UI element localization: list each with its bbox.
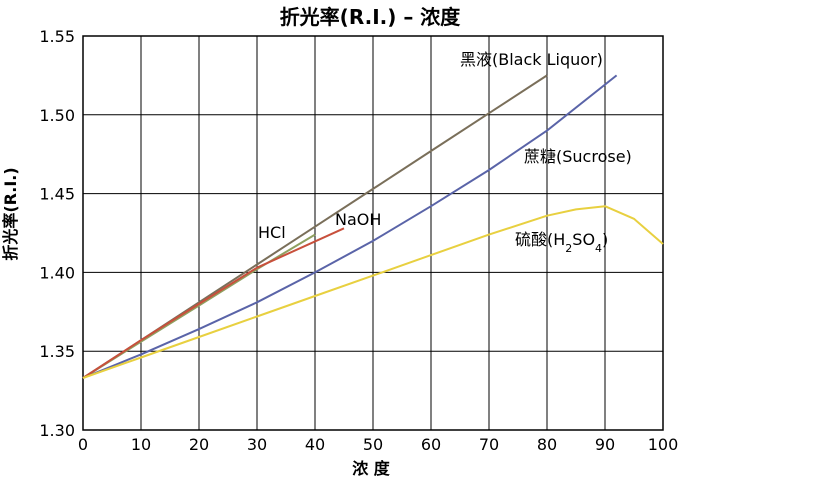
series-line-sucrose: [82, 74, 618, 379]
y-tick-label: 1.50: [39, 106, 75, 125]
tick-labels: 0 10 20 30 40 50 60 70 80 90 100 1.30 1.35 1.40 1.45 1.…: [39, 27, 678, 454]
y-tick-label: 1.30: [39, 421, 75, 440]
x-tick-label: 80: [537, 435, 557, 454]
x-tick-label: 30: [247, 435, 267, 454]
y-axis-label: 折光率(R.I.): [1, 167, 20, 260]
plot-frame: [82, 35, 664, 431]
y-tick-label: 1.45: [39, 185, 75, 204]
grid: [82, 35, 664, 431]
x-tick-label: 40: [305, 435, 325, 454]
series-label-sucrose: 蔗糖(Sucrose): [524, 147, 632, 166]
series-labels: 黑液(Black Liquor) 蔗糖(Sucrose) HCl NaOH 硫酸…: [258, 50, 632, 255]
x-tick-label: 90: [595, 435, 615, 454]
y-tick-label: 1.35: [39, 342, 75, 361]
chart-title: 折光率(R.I.) – 浓度: [280, 5, 462, 29]
series-label-black-liquor: 黑液(Black Liquor): [460, 50, 603, 69]
x-tick-label: 20: [189, 435, 209, 454]
x-tick-label: 100: [648, 435, 679, 454]
x-tick-label: 50: [363, 435, 383, 454]
y-tick-label: 1.40: [39, 263, 75, 282]
series-label-naoh: NaOH: [335, 210, 381, 229]
x-tick-label: 60: [421, 435, 441, 454]
series-lines: [82, 74, 664, 379]
series-label-h2so4: 硫酸(H2SO4): [515, 230, 608, 255]
x-tick-label: 70: [479, 435, 499, 454]
x-tick-label: 10: [131, 435, 151, 454]
series-line-naoh: [82, 227, 345, 379]
series-label-hcl: HCl: [258, 223, 286, 242]
y-tick-label: 1.55: [39, 27, 75, 46]
series-line-h2so4: [82, 205, 664, 379]
x-tick-label: 0: [78, 435, 88, 454]
x-axis-label: 浓 度: [352, 459, 391, 478]
